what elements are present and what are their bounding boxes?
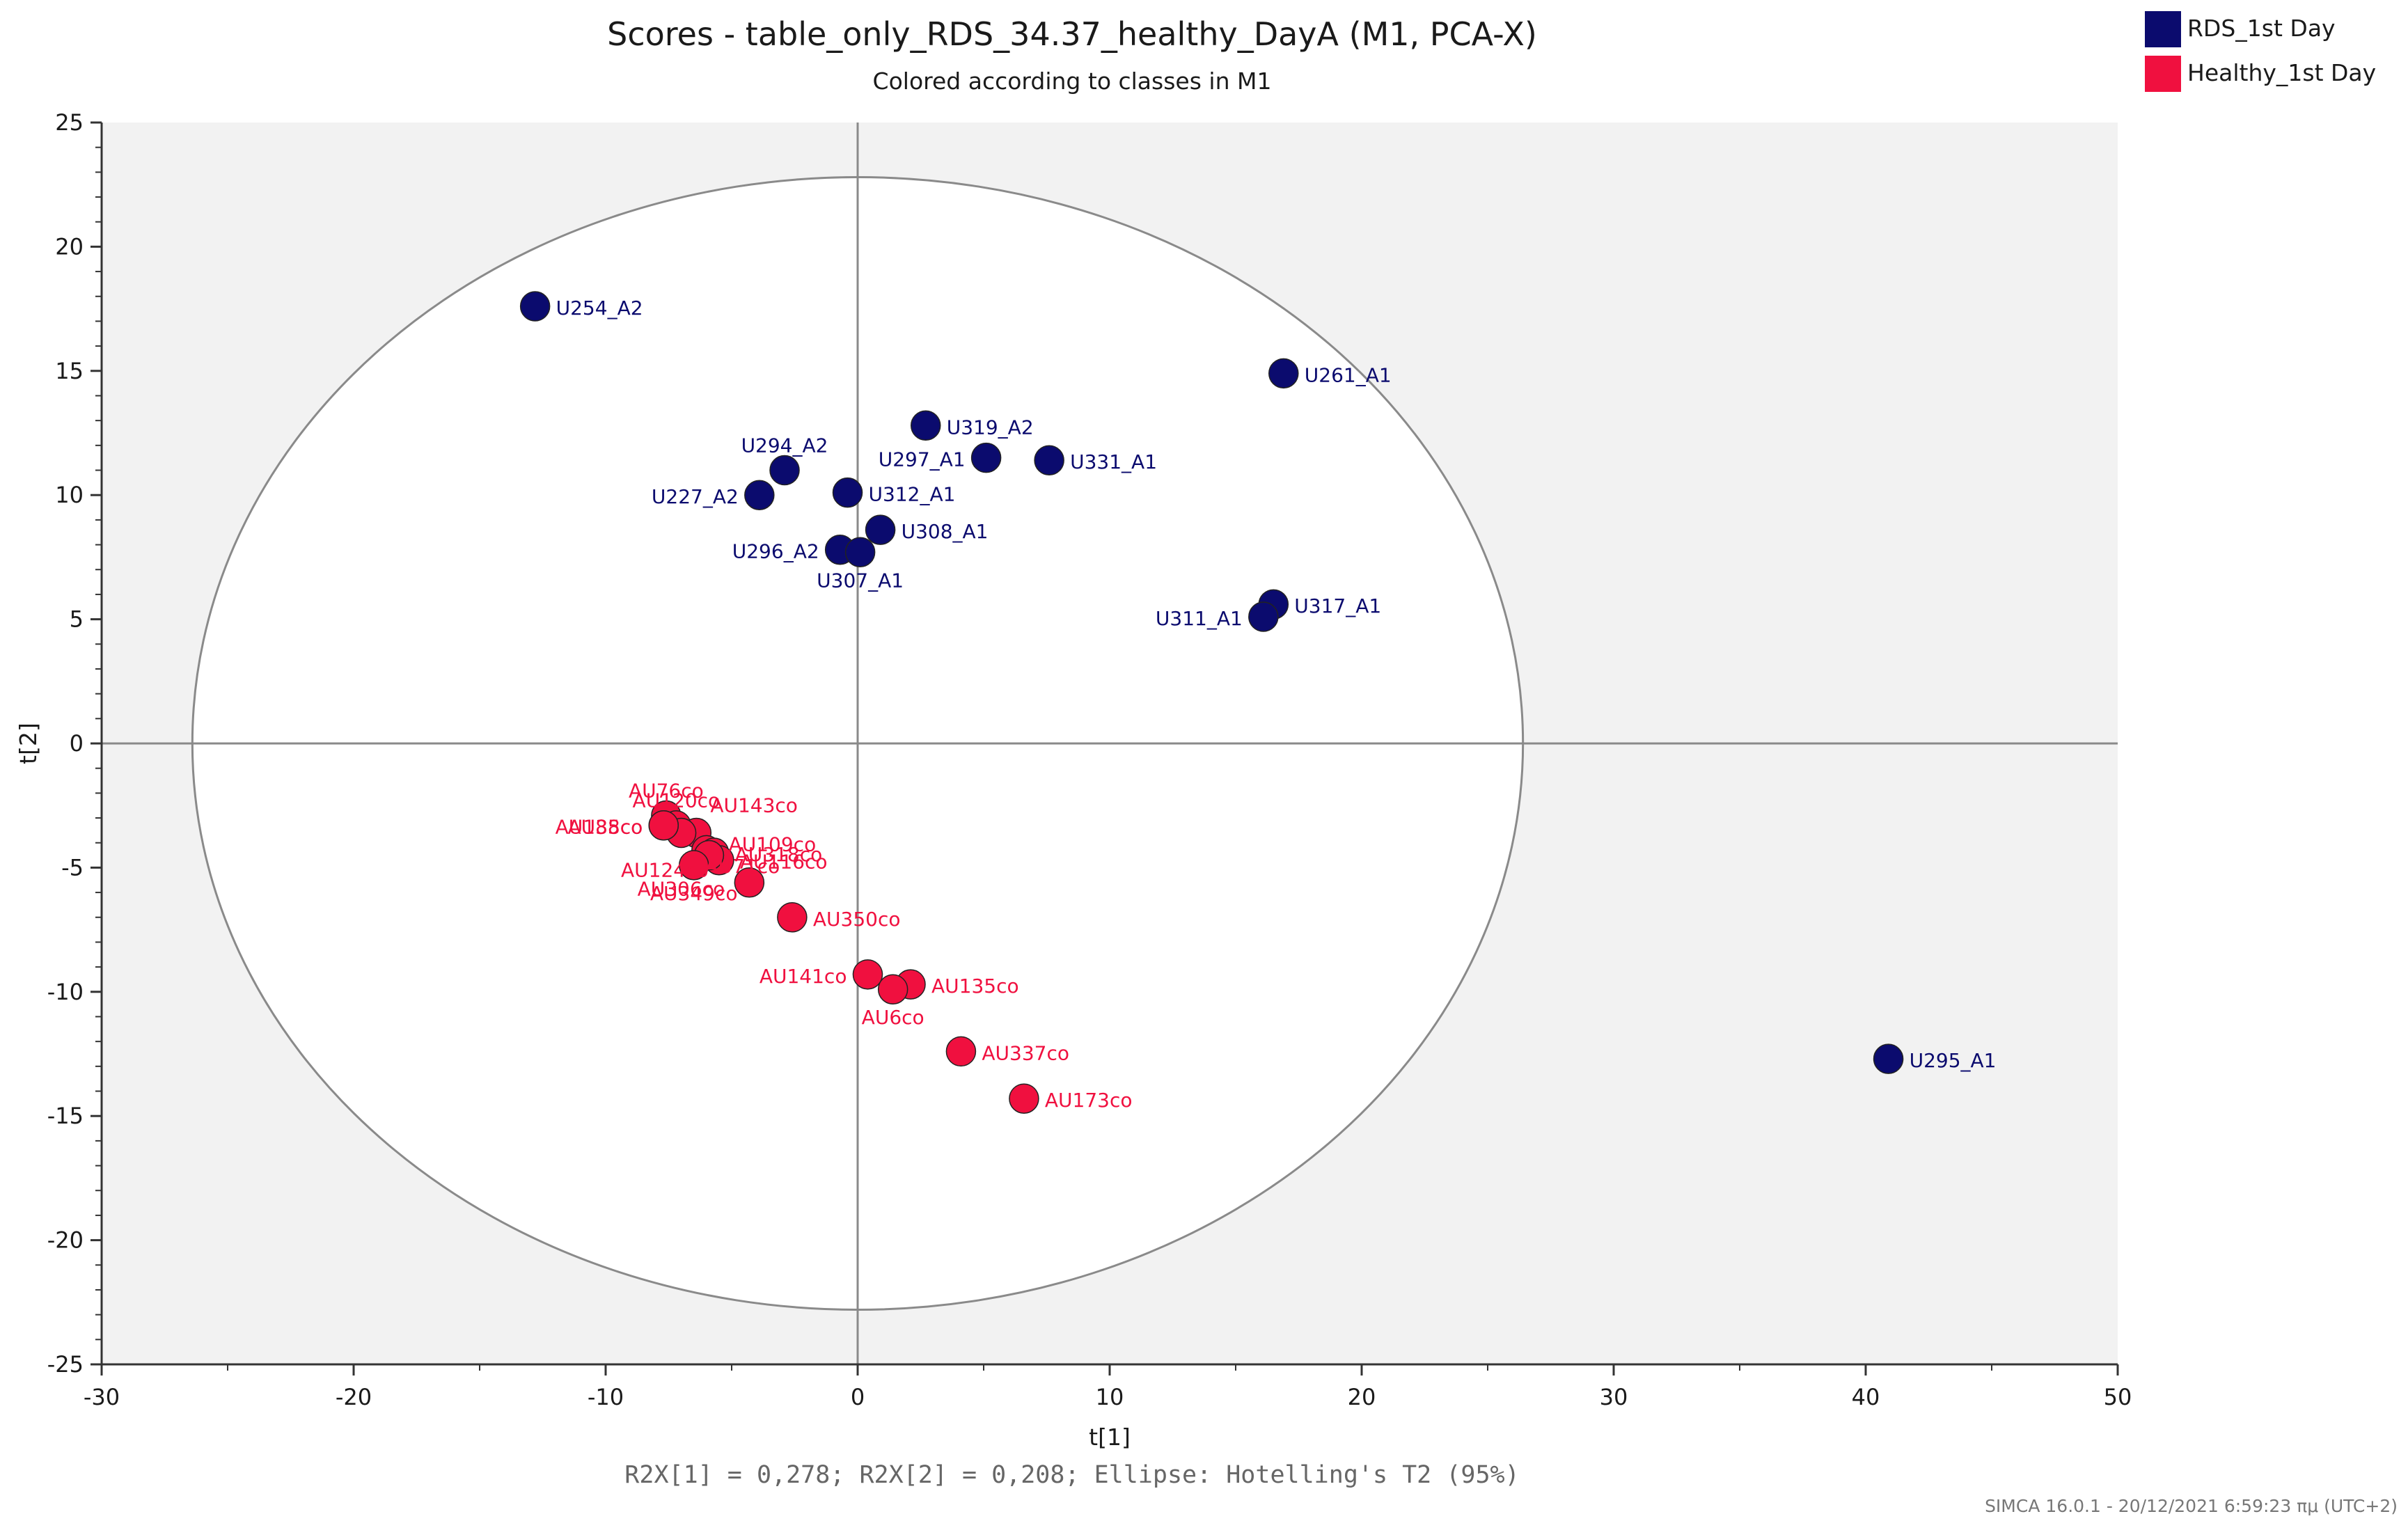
y-tick-label: 0 xyxy=(70,730,84,757)
data-point xyxy=(678,850,709,881)
chart-title: Scores - table_only_RDS_34.37_healthy_Da… xyxy=(607,15,1537,53)
x-tick-label: 30 xyxy=(1600,1384,1628,1410)
data-point xyxy=(769,455,800,486)
point-label: U312_A1 xyxy=(869,483,956,506)
point-label: AU173co xyxy=(1045,1089,1133,1112)
data-point xyxy=(844,537,876,568)
point-label: U254_A2 xyxy=(556,297,643,320)
x-tick-label: -30 xyxy=(84,1384,120,1410)
point-label: AU116co xyxy=(740,851,828,874)
data-point xyxy=(1034,445,1064,475)
x-tick-label: -20 xyxy=(336,1384,372,1410)
point-label: U227_A2 xyxy=(652,485,739,508)
point-label: AU185co xyxy=(556,816,643,839)
y-tick-label: -10 xyxy=(47,979,84,1005)
data-point xyxy=(1009,1083,1039,1114)
point-label: U317_A1 xyxy=(1294,594,1381,617)
legend-swatch xyxy=(2145,11,2181,47)
point-label: AU109co xyxy=(729,833,817,856)
legend-label: RDS_1st Day xyxy=(2187,15,2336,42)
data-point xyxy=(1248,601,1279,632)
legend: RDS_1st Day Healthy_1st Day xyxy=(2145,11,2376,92)
point-label: U331_A1 xyxy=(1070,450,1157,473)
data-point xyxy=(777,902,808,933)
point-label: AU124co xyxy=(621,858,709,881)
x-tick-label: -10 xyxy=(588,1384,624,1410)
x-axis-title: t[1] xyxy=(1089,1424,1131,1451)
point-label: AU120co xyxy=(633,789,721,812)
point-label: U295_A1 xyxy=(1910,1049,1997,1072)
data-point xyxy=(852,959,883,990)
point-label: AU6co xyxy=(862,1006,924,1029)
legend-label: Healthy_1st Day xyxy=(2187,59,2376,86)
data-point xyxy=(1873,1043,1904,1074)
point-label: AU38co xyxy=(567,816,643,839)
point-labels-layer: U254_A2 U261_A1 U319_A2 U294_A2 U297_A1 U331_… xyxy=(556,297,1997,1112)
point-label: U261_A1 xyxy=(1305,363,1392,386)
data-point xyxy=(648,810,679,841)
point-label: AU318co xyxy=(735,843,823,866)
zero-lines xyxy=(102,123,2118,1364)
y-tick-label: 25 xyxy=(55,109,84,136)
point-label: AU350co xyxy=(813,908,901,931)
x-tick-label: 50 xyxy=(2104,1384,2132,1410)
y-tick-label: -15 xyxy=(47,1103,84,1129)
y-tick-label: -5 xyxy=(61,854,84,881)
point-label: AU337co xyxy=(982,1041,1069,1064)
point-label: AU306co xyxy=(638,878,725,901)
y-tick-label: 15 xyxy=(55,358,84,384)
y-tick-label: 20 xyxy=(55,233,84,260)
point-label: U296_A2 xyxy=(732,540,819,563)
x-tick-label: 10 xyxy=(1096,1384,1124,1410)
y-tick-label: -20 xyxy=(47,1227,84,1254)
data-point xyxy=(832,477,863,508)
y-axis-title: t[2] xyxy=(15,723,42,764)
data-point xyxy=(519,291,551,322)
point-label: AU71co xyxy=(705,855,780,878)
point-label: U297_A1 xyxy=(879,448,966,471)
point-label: AU349co xyxy=(650,882,738,905)
data-point xyxy=(970,442,1002,473)
y-tick-label: 10 xyxy=(55,482,84,508)
data-point xyxy=(865,514,896,545)
x-tick-label: 0 xyxy=(851,1384,865,1410)
points-layer xyxy=(519,291,1904,1114)
point-label: AU135co xyxy=(931,975,1019,998)
chart-subtitle: Colored according to classes in M1 xyxy=(873,68,1272,95)
point-label: AU143co xyxy=(710,794,798,817)
point-label: U319_A2 xyxy=(947,416,1034,439)
data-point xyxy=(744,480,775,510)
data-point xyxy=(734,867,765,898)
point-label: U311_A1 xyxy=(1156,607,1243,630)
y-tick-label: 5 xyxy=(70,606,84,633)
legend-swatch xyxy=(2145,56,2181,92)
y-tick-label: -25 xyxy=(47,1351,84,1378)
point-label: AU76co xyxy=(629,779,704,802)
point-label: U307_A1 xyxy=(817,569,904,592)
simca-timestamp: SIMCA 16.0.1 - 20/12/2021 6:59:23 πμ (UT… xyxy=(1985,1496,2398,1516)
data-point xyxy=(910,410,941,441)
point-label: AU141co xyxy=(760,965,847,988)
point-label: U294_A2 xyxy=(741,434,828,457)
x-tick-label: 40 xyxy=(1852,1384,1880,1410)
r2x-footer: R2X[1] = 0,278; R2X[2] = 0,208; Ellipse:… xyxy=(624,1461,1519,1489)
data-point xyxy=(1268,358,1299,389)
x-tick-label: 20 xyxy=(1348,1384,1376,1410)
data-point xyxy=(945,1036,977,1067)
data-point xyxy=(877,974,908,1004)
axes: -30 -20 -10 0 10 20 30 40 50 -25 -20 -15 -10 -5 0 5 10 15… xyxy=(47,109,2132,1410)
point-label: U308_A1 xyxy=(902,520,989,543)
